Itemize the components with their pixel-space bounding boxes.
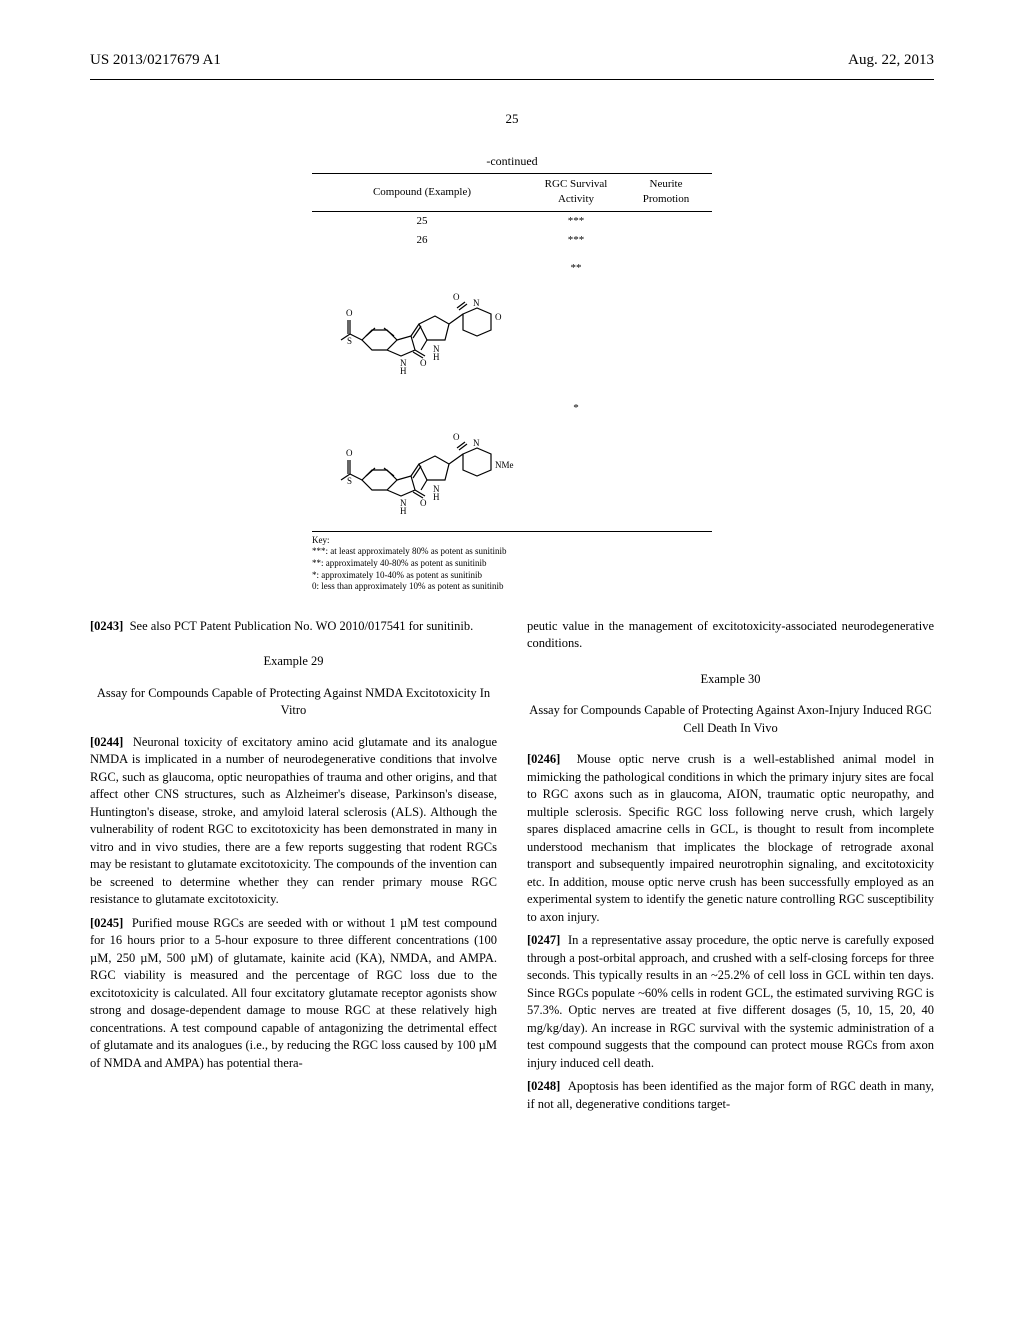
page-number: 25 [90, 110, 934, 128]
example-subtitle: Assay for Compounds Capable of Protectin… [527, 702, 934, 737]
continued-label: -continued [312, 153, 712, 170]
chem-structure-2: O N NMe N H N H O O S [312, 391, 532, 532]
example-subtitle: Assay for Compounds Capable of Protectin… [90, 685, 497, 720]
pub-date: Aug. 22, 2013 [848, 50, 934, 71]
para-num: [0244] [90, 735, 123, 749]
table-row-struct: O N O N H N H O O S ** [312, 251, 712, 391]
svg-text:N: N [473, 298, 480, 308]
svg-text:O: O [495, 312, 502, 322]
svg-text:H: H [433, 492, 440, 502]
svg-text:O: O [420, 358, 427, 368]
svg-text:H: H [400, 366, 407, 376]
th-compound: Compound (Example) [312, 173, 532, 211]
table-row-struct: O N NMe N H N H O O S * [312, 391, 712, 532]
svg-text:O: O [453, 432, 460, 442]
para-num: [0243] [90, 619, 123, 633]
page-header: US 2013/0217679 A1 Aug. 22, 2013 [90, 50, 934, 71]
svg-text:S: S [347, 336, 352, 346]
activity-table: Compound (Example) RGC Survival Activity… [312, 173, 712, 532]
para-num: [0246] [527, 752, 560, 766]
para-num: [0245] [90, 916, 123, 930]
svg-text:O: O [346, 448, 353, 458]
svg-text:N: N [473, 438, 480, 448]
table-row: 25 *** [312, 211, 712, 231]
right-column: peutic value in the management of excito… [527, 618, 934, 1120]
divider [90, 79, 934, 80]
para-num: [0247] [527, 933, 560, 947]
svg-text:O: O [453, 292, 460, 302]
svg-text:O: O [420, 498, 427, 508]
chem-structure-1: O N O N H N H O O S [312, 251, 532, 391]
svg-text:NMe: NMe [495, 460, 514, 470]
example-title: Example 30 [527, 671, 934, 689]
th-activity: RGC Survival Activity [532, 173, 620, 211]
svg-text:H: H [433, 352, 440, 362]
svg-text:S: S [347, 476, 352, 486]
left-column: [0243] See also PCT Patent Publication N… [90, 618, 497, 1120]
table-row: 26 *** [312, 231, 712, 250]
continuation-text: peutic value in the management of excito… [527, 618, 934, 653]
svg-text:O: O [346, 308, 353, 318]
pub-number: US 2013/0217679 A1 [90, 50, 221, 71]
body-columns: [0243] See also PCT Patent Publication N… [90, 618, 934, 1120]
th-neurite: Neurite Promotion [620, 173, 712, 211]
svg-text:H: H [400, 506, 407, 516]
example-title: Example 29 [90, 653, 497, 671]
table-key: Key: ***: at least approximately 80% as … [312, 535, 712, 593]
para-num: [0248] [527, 1079, 560, 1093]
compound-table: -continued Compound (Example) RGC Surviv… [312, 153, 712, 593]
